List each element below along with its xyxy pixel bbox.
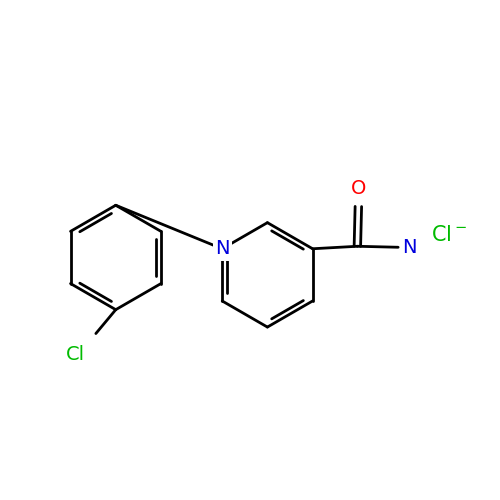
Text: Cl: Cl: [66, 346, 85, 364]
Text: O: O: [350, 178, 366, 198]
Text: Cl$^-$: Cl$^-$: [431, 225, 467, 245]
Text: N: N: [402, 238, 416, 257]
Text: N: N: [215, 240, 230, 258]
